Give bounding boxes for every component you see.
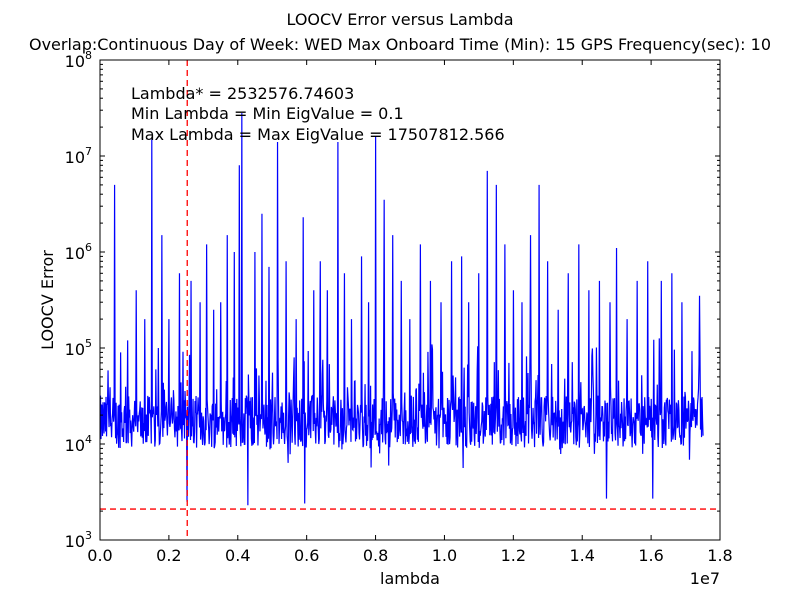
chart-title: LOOCV Error versus Lambda [286, 10, 513, 29]
x-tick-label: 0.0 [87, 546, 112, 565]
x-axis-offset-label: 1e7 [690, 569, 720, 588]
plot-area [100, 60, 720, 540]
series-line [100, 113, 704, 506]
x-tick-label: 1.4 [569, 546, 594, 565]
annotation-lambda-star: Lambda* = 2532576.74603 [131, 84, 354, 103]
x-tick-label: 1.2 [501, 546, 526, 565]
x-tick-label: 1.0 [432, 546, 457, 565]
x-tick-label: 1.6 [638, 546, 663, 565]
x-tick-label: 0.4 [225, 546, 250, 565]
x-tick-label: 0.8 [363, 546, 388, 565]
y-axis-label: LOOCV Error [38, 250, 57, 350]
y-tick-label: 107 [65, 145, 92, 167]
y-tick-label: 105 [65, 337, 92, 359]
y-tick-label: 106 [65, 241, 92, 263]
axes: 0.0 0.2 0.4 0.6 0.8 1.0 1.2 1.4 1.6 1.8 103 104 105 1… [65, 49, 733, 565]
chart-subtitle: Overlap:Continuous Day of Week: WED Max … [29, 35, 771, 54]
annotation-block: Lambda* = 2532576.74603 Min Lambda = Min… [131, 84, 505, 144]
x-axis-label: lambda [380, 569, 440, 588]
x-tick-label: 0.2 [156, 546, 181, 565]
y-tick-label: 103 [65, 529, 92, 551]
annotation-min-lambda: Min Lambda = Min EigValue = 0.1 [131, 104, 404, 123]
annotation-max-lambda: Max Lambda = Max EigValue = 17507812.566 [131, 125, 505, 144]
x-tick-label: 1.8 [707, 546, 732, 565]
y-tick-label: 104 [65, 433, 92, 455]
plot-frame [99, 59, 721, 541]
x-tick-label: 0.6 [294, 546, 319, 565]
y-tick-label: 108 [65, 49, 92, 71]
